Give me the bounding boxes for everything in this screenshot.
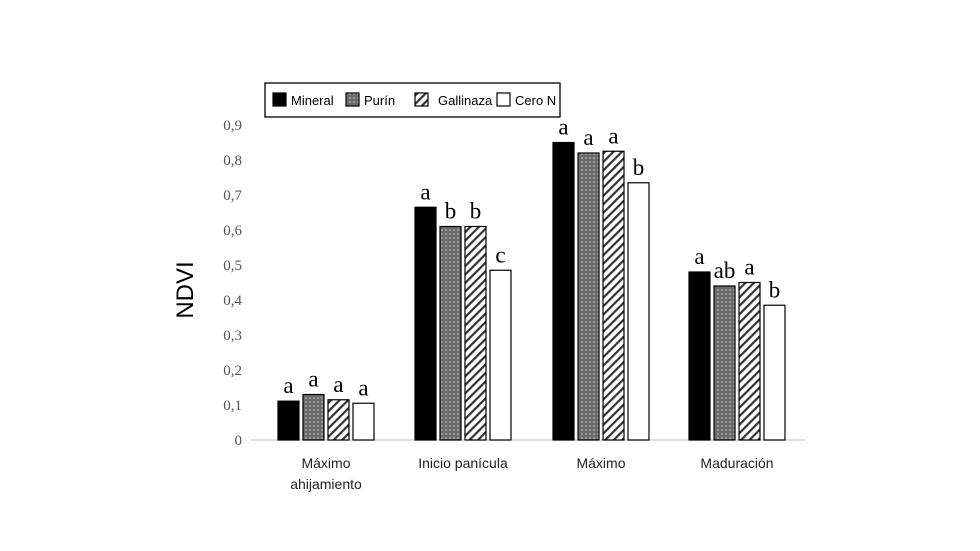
legend-label: Mineral bbox=[291, 93, 334, 108]
y-tick-label: 0,5 bbox=[223, 258, 242, 274]
bar-gallinaza bbox=[602, 150, 625, 441]
significance-letter: a bbox=[358, 375, 368, 400]
significance-letter: a bbox=[308, 367, 318, 392]
y-tick-label: 0,7 bbox=[223, 188, 242, 204]
bar-cero-n bbox=[489, 269, 512, 441]
bar-purín bbox=[713, 285, 736, 441]
significance-letter: c bbox=[495, 242, 505, 267]
significance-letter: a bbox=[333, 372, 343, 397]
significance-letter: a bbox=[283, 373, 293, 398]
legend-swatch bbox=[496, 92, 511, 107]
y-tick-label: 0,1 bbox=[223, 398, 242, 414]
significance-letter: a bbox=[608, 123, 618, 148]
significance-letter: a bbox=[694, 244, 704, 269]
bar-purín bbox=[302, 393, 325, 441]
legend-label: Gallinaza bbox=[438, 93, 493, 108]
bar-mineral bbox=[688, 271, 711, 441]
significance-letter: ab bbox=[714, 258, 736, 283]
bar-gallinaza bbox=[464, 225, 487, 441]
bar-cero-n bbox=[763, 304, 786, 441]
y-tick-label: 0,8 bbox=[223, 153, 242, 169]
bar-cero-n bbox=[627, 182, 650, 441]
category-label: Máximo bbox=[301, 455, 350, 471]
legend-label: Cero N bbox=[515, 93, 556, 108]
y-tick-label: 0 bbox=[235, 433, 243, 449]
y-tick-label: 0,9 bbox=[223, 118, 242, 134]
significance-letter: a bbox=[420, 179, 430, 204]
significance-letter: b bbox=[470, 199, 482, 224]
significance-letter: b bbox=[445, 199, 457, 224]
bar-purín bbox=[439, 225, 462, 441]
bar-purín bbox=[577, 152, 600, 441]
legend: Mineral Purín Gallinaza Cero N bbox=[264, 82, 561, 118]
significance-letter: a bbox=[744, 255, 754, 280]
category-label: ahijamiento bbox=[290, 476, 362, 492]
bar-gallinaza bbox=[738, 281, 761, 441]
y-tick-label: 0,4 bbox=[223, 293, 242, 309]
significance-letter: a bbox=[583, 125, 593, 150]
legend-label: Purín bbox=[364, 93, 395, 108]
y-tick-label: 0,6 bbox=[223, 223, 242, 239]
y-tick-label: 0,3 bbox=[223, 328, 242, 344]
y-tick-label: 0,2 bbox=[223, 363, 242, 379]
legend-swatch bbox=[272, 92, 287, 107]
bar-cero-n bbox=[352, 402, 375, 441]
significance-letter: b bbox=[769, 277, 781, 302]
category-label: Máximo bbox=[576, 455, 625, 471]
y-axis-label: NDVI bbox=[172, 261, 199, 318]
legend-swatch bbox=[345, 92, 360, 107]
bar-mineral bbox=[414, 206, 437, 441]
significance-letter: b bbox=[633, 155, 645, 180]
bar-mineral bbox=[277, 400, 300, 441]
bar-gallinaza bbox=[327, 399, 350, 441]
significance-letter: a bbox=[558, 115, 568, 140]
category-label: Maduración bbox=[700, 455, 773, 471]
bar-mineral bbox=[552, 141, 575, 441]
category-label: Inicio panícula bbox=[418, 455, 508, 471]
legend-swatch bbox=[414, 92, 429, 107]
